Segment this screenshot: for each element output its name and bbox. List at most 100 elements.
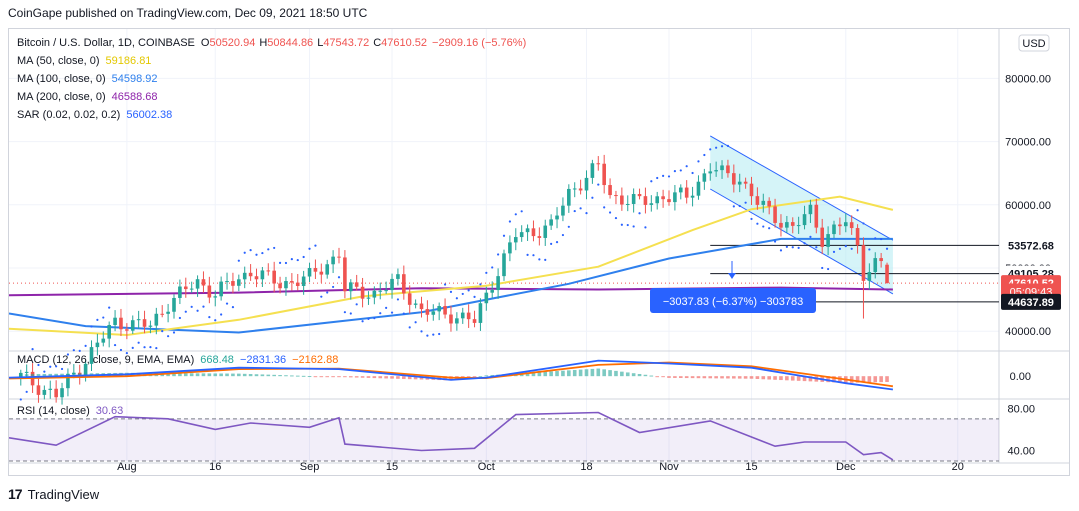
sar-dot bbox=[520, 210, 523, 213]
svg-text:MACD (12, 26, close, 9, EMA, E: MACD (12, 26, close, 9, EMA, EMA) 668.48−… bbox=[17, 354, 338, 366]
rsi-band bbox=[9, 418, 999, 461]
macd-histogram-bar bbox=[413, 376, 418, 380]
candle-body bbox=[843, 222, 848, 227]
chart-frame[interactable]: 40000.0050000.0060000.0070000.0080000.00… bbox=[8, 28, 1070, 476]
candle-body bbox=[519, 232, 524, 238]
sar-dot bbox=[284, 261, 288, 265]
sar-dot bbox=[432, 333, 435, 336]
sar-dot bbox=[355, 303, 358, 306]
svg-text:Bitcoin / U.S. Dollar, 1D, COI: Bitcoin / U.S. Dollar, 1D, COINBASE O5052… bbox=[17, 37, 526, 49]
sar-dot bbox=[597, 183, 600, 186]
candle-body bbox=[885, 264, 889, 284]
sar-dot bbox=[326, 291, 329, 294]
candle-body bbox=[655, 196, 660, 204]
x-tick-label: 15 bbox=[745, 461, 757, 473]
sar-dot bbox=[832, 250, 836, 253]
measure-label: −3037.83 (−6.37%) −303783 bbox=[663, 296, 803, 308]
sar-dot bbox=[332, 285, 335, 289]
macd-histogram-bar bbox=[284, 375, 288, 377]
sar-dot bbox=[679, 169, 682, 172]
sar-dot bbox=[155, 347, 158, 350]
macd-histogram-bar bbox=[643, 374, 648, 377]
sar-dot bbox=[715, 146, 718, 149]
sar-dot bbox=[19, 398, 22, 401]
sar-dot bbox=[208, 316, 211, 319]
candle-body bbox=[737, 181, 742, 185]
publisher-line: CoinGape published on TradingView.com, D… bbox=[8, 6, 368, 20]
sar-dot bbox=[815, 246, 818, 249]
sar-dot bbox=[885, 247, 889, 250]
macd-histogram-bar bbox=[531, 372, 536, 377]
sar-dot bbox=[491, 266, 494, 269]
candle-body bbox=[649, 203, 654, 205]
candle-body bbox=[578, 188, 583, 191]
macd-histogram-bar bbox=[472, 376, 477, 378]
sar-dot bbox=[567, 225, 570, 228]
sar-dot bbox=[573, 209, 576, 213]
moving-averages bbox=[8, 195, 894, 337]
macd-histogram-bar bbox=[48, 373, 53, 377]
macd-histogram-bar bbox=[690, 376, 695, 379]
candle-body bbox=[631, 194, 636, 204]
y-tick-label: 70000.00 bbox=[1005, 137, 1051, 149]
measure-tool[interactable]: −3037.83 (−6.37%) −303783 bbox=[650, 261, 816, 313]
macd-histogram-bar bbox=[237, 373, 241, 377]
sar-dot bbox=[237, 259, 240, 262]
candle-body bbox=[855, 228, 860, 246]
sar-dot bbox=[862, 222, 865, 225]
currency-button[interactable]: USD bbox=[1018, 34, 1050, 52]
candle-body bbox=[107, 325, 111, 339]
macd-histogram-bar bbox=[832, 376, 836, 383]
macd-histogram-bar bbox=[578, 369, 583, 377]
candle-body bbox=[72, 372, 76, 375]
candle-body bbox=[720, 165, 724, 171]
macd-histogram-bar bbox=[354, 376, 359, 378]
candle-body bbox=[861, 245, 866, 281]
macd-histogram-bar bbox=[737, 376, 742, 379]
tradingview-brand[interactable]: TradingView bbox=[27, 486, 100, 502]
sar-dot bbox=[278, 261, 282, 264]
svg-text:RSI (14, close)30.63: RSI (14, close) 30.63 bbox=[17, 405, 123, 417]
candle-body bbox=[643, 196, 648, 205]
sar-dot bbox=[243, 251, 246, 254]
macd-pane bbox=[8, 359, 894, 391]
chart-svg[interactable]: 40000.0050000.0060000.0070000.0080000.00… bbox=[8, 29, 1069, 475]
candle-body bbox=[796, 225, 801, 227]
y-tick-label: 40000.00 bbox=[1005, 326, 1051, 338]
sar-dot bbox=[856, 209, 859, 212]
sar-dot bbox=[538, 258, 541, 261]
sar-dot bbox=[161, 330, 164, 333]
macd-histogram-bar bbox=[319, 376, 324, 378]
macd-value-1: 668.48 bbox=[200, 354, 234, 366]
macd-histogram-bar bbox=[384, 376, 388, 379]
sar-value: 56002.38 bbox=[126, 109, 172, 121]
ma200-line bbox=[8, 286, 893, 297]
sar-dot bbox=[231, 306, 235, 309]
macd-histogram-bar bbox=[372, 376, 377, 379]
candle-body bbox=[443, 306, 447, 315]
sar-label: SAR (0.02, 0.02, 0.2) bbox=[17, 109, 120, 121]
candle-body bbox=[490, 290, 495, 293]
sar-dot bbox=[726, 144, 730, 147]
sar-dot bbox=[443, 283, 447, 286]
macd-histogram-bar bbox=[549, 371, 553, 377]
sar-dot bbox=[662, 174, 665, 177]
svg-text:MA (50, close, 0)59186.81: MA (50, close, 0) 59186.81 bbox=[17, 55, 151, 67]
candle-body bbox=[726, 165, 730, 174]
candle-body bbox=[779, 222, 783, 228]
macd-histogram-bar bbox=[272, 374, 276, 377]
candle-body bbox=[879, 258, 883, 262]
candle-body bbox=[113, 317, 117, 326]
sar-dot bbox=[190, 305, 193, 308]
macd-histogram-bar bbox=[873, 376, 878, 383]
sar-dot bbox=[90, 325, 93, 328]
sar-dot bbox=[691, 171, 694, 175]
candle-body bbox=[83, 363, 88, 376]
macd-histogram-bar bbox=[60, 373, 64, 377]
candle-body bbox=[625, 203, 630, 205]
candle-body bbox=[136, 319, 141, 321]
macd-histogram-bar bbox=[36, 374, 41, 377]
sar-dot bbox=[614, 216, 618, 220]
candle-body bbox=[331, 256, 335, 265]
candle-body bbox=[714, 170, 718, 172]
